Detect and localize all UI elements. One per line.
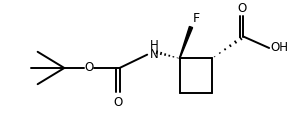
Text: F: F [193, 12, 200, 25]
Text: O: O [85, 61, 94, 73]
Text: H: H [149, 39, 158, 52]
Polygon shape [179, 26, 193, 58]
Text: O: O [113, 96, 122, 109]
Text: OH: OH [270, 41, 288, 55]
Text: O: O [238, 2, 247, 15]
Text: N: N [149, 48, 158, 61]
